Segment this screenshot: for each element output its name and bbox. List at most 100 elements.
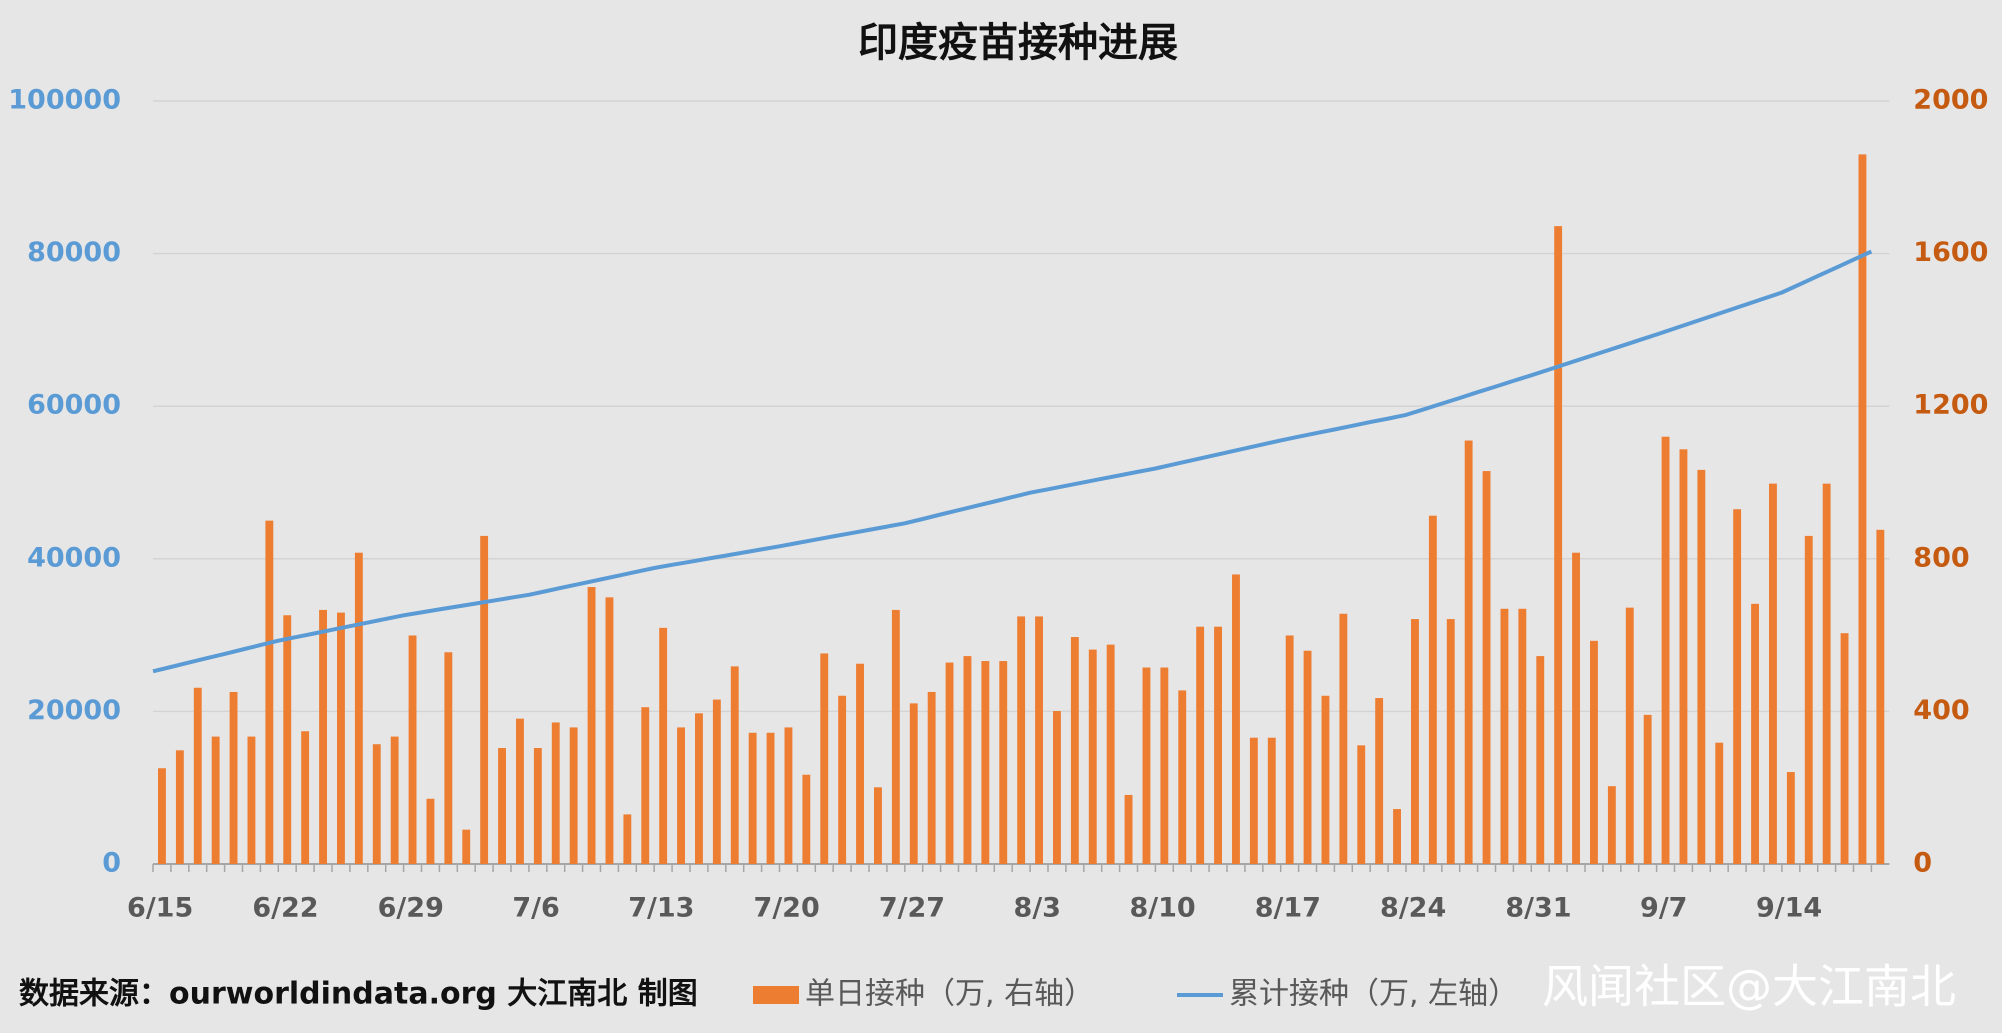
bar: [730, 666, 739, 864]
bar: [909, 703, 918, 864]
y-tick-label: 0: [102, 848, 121, 879]
bar: [1751, 603, 1759, 864]
bar: [1339, 613, 1348, 864]
x-tick-label: 6/29: [378, 893, 444, 924]
bar: [408, 635, 417, 864]
bar: [1249, 737, 1258, 864]
bar: [1446, 619, 1455, 864]
bar: [1428, 515, 1437, 864]
bar: [1590, 640, 1598, 864]
bar: [1679, 449, 1688, 864]
bar: [820, 653, 829, 864]
bar: [1035, 616, 1043, 864]
bar: [695, 713, 703, 864]
bar: [623, 814, 632, 864]
y2-tick-label: 1600: [1913, 237, 1988, 268]
x-tick-label: 8/3: [1014, 893, 1061, 924]
bar: [587, 587, 596, 864]
y2-tick-label: 2000: [1913, 85, 1988, 116]
bar: [1625, 607, 1634, 864]
bar: [1822, 483, 1831, 864]
bar: [1572, 552, 1580, 864]
y2-tick-label: 1200: [1913, 390, 1988, 421]
chart-title: 印度疫苗接种进展: [858, 20, 1178, 66]
bar: [1769, 483, 1777, 864]
bar: [1070, 637, 1079, 864]
bar: [1053, 711, 1061, 864]
bar: [981, 661, 990, 864]
bar: [1661, 436, 1670, 864]
bar: [927, 691, 936, 864]
bar: [1160, 667, 1169, 864]
bar: [641, 707, 650, 864]
bar: [1303, 650, 1312, 864]
bar: [444, 652, 453, 864]
legend-swatch: [753, 986, 799, 1004]
bar: [337, 612, 345, 864]
bar: [1017, 616, 1026, 864]
x-tick-label: 8/31: [1505, 893, 1571, 924]
bar: [1411, 619, 1419, 864]
bar: [605, 597, 614, 864]
bar: [1840, 633, 1849, 864]
x-tick-label: 9/14: [1756, 893, 1822, 924]
bar: [1196, 626, 1205, 864]
bar: [1393, 809, 1401, 864]
y-tick-label: 40000: [27, 542, 121, 573]
bar: [1733, 509, 1742, 864]
bar: [372, 744, 381, 864]
bar: [766, 732, 775, 864]
y-tick-label: 60000: [27, 390, 121, 421]
bar: [838, 695, 847, 864]
bar: [265, 520, 274, 864]
source-note: 数据来源：ourworldindata.org 大江南北 制图: [19, 977, 698, 1012]
bar: [1124, 794, 1133, 864]
bar: [891, 609, 900, 864]
bar: [1876, 529, 1885, 864]
bar: [229, 691, 238, 864]
bar: [247, 736, 256, 864]
x-tick-label: 6/22: [252, 893, 318, 924]
bar: [301, 731, 310, 864]
bar: [874, 787, 882, 864]
bar: [1858, 154, 1867, 864]
x-tick-label: 8/24: [1380, 893, 1446, 924]
bar: [748, 732, 757, 864]
bar: [319, 609, 327, 864]
bar: [1697, 469, 1706, 864]
bar: [945, 662, 954, 864]
bar: [551, 722, 560, 864]
bar: [1375, 698, 1384, 864]
bar: [1500, 608, 1509, 864]
bar: [1142, 667, 1151, 864]
bar: [175, 750, 184, 864]
x-tick-label: 9/7: [1640, 893, 1687, 924]
bar: [963, 656, 972, 864]
y2-tick-label: 400: [1913, 695, 1969, 726]
bar: [158, 768, 166, 864]
bar: [1643, 714, 1652, 864]
bar: [712, 699, 721, 864]
legend-label: 单日接种（万, 右轴）: [805, 977, 1094, 1012]
bar: [1106, 644, 1115, 864]
bar: [1285, 635, 1294, 864]
bar: [283, 615, 292, 864]
bar: [1214, 626, 1222, 864]
x-tick-label: 7/27: [879, 893, 945, 924]
bar: [1178, 690, 1187, 864]
bar: [516, 718, 524, 864]
y2-tick-label: 800: [1913, 542, 1969, 573]
bar: [856, 663, 864, 864]
bar: [1464, 440, 1473, 864]
bar: [659, 627, 668, 864]
bar: [1321, 695, 1330, 864]
legend-label: 累计接种（万, 左轴）: [1229, 977, 1518, 1012]
x-tick-label: 6/15: [127, 893, 193, 924]
bar: [533, 748, 542, 864]
x-tick-label: 7/13: [628, 893, 694, 924]
bar: [784, 727, 793, 864]
x-tick-label: 8/17: [1255, 893, 1321, 924]
bar: [354, 552, 363, 864]
x-tick-label: 8/10: [1129, 893, 1195, 924]
